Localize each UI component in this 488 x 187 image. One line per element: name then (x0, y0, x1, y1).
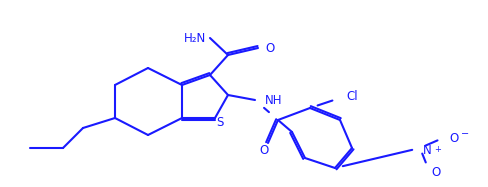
Text: O: O (449, 131, 458, 145)
Text: NH: NH (265, 94, 283, 107)
Text: O: O (260, 145, 268, 157)
Text: O: O (431, 165, 440, 179)
Text: S: S (216, 116, 224, 128)
Text: O: O (265, 42, 274, 54)
Text: N: N (423, 143, 432, 157)
Text: H₂N: H₂N (184, 31, 206, 45)
Text: −: − (461, 129, 469, 139)
Text: Cl: Cl (346, 90, 358, 102)
Text: +: + (434, 145, 441, 154)
